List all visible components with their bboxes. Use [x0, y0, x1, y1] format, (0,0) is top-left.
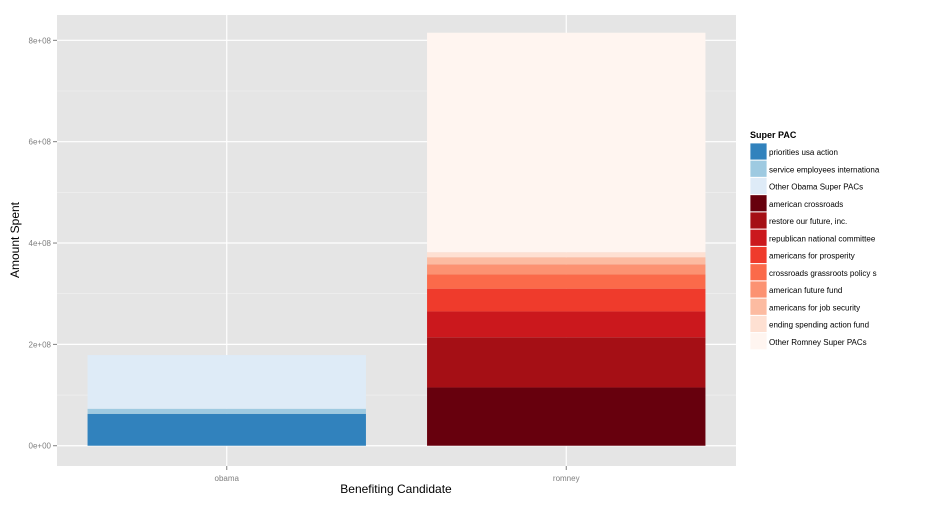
bar-segment	[427, 252, 706, 258]
y-tick-label: 2e+08	[29, 340, 52, 349]
bar-segment	[87, 413, 366, 446]
legend-key	[749, 280, 768, 299]
legend-label: republican national committee	[769, 234, 876, 243]
legend-label: american future fund	[769, 286, 842, 295]
legend-label: Other Romney Super PACs	[769, 338, 867, 347]
bar-segment	[87, 408, 366, 414]
legend-key	[749, 159, 768, 178]
legend-label: Other Obama Super PACs	[769, 183, 863, 192]
legend-label: service employees internationa	[769, 165, 880, 174]
y-axis-title: Amount Spent	[8, 201, 22, 278]
bar-segment	[427, 311, 706, 338]
bar-segment	[427, 264, 706, 275]
legend-key	[749, 315, 768, 333]
legend-title: Super PAC	[750, 130, 797, 140]
bar-segment	[427, 337, 706, 388]
bars	[87, 32, 706, 446]
legend-key	[749, 228, 768, 247]
bar-segment	[427, 32, 706, 253]
legend-key	[749, 177, 768, 195]
legend-key	[749, 332, 768, 351]
legend-label: american crossroads	[769, 200, 843, 209]
legend-label: ending spending action fund	[769, 321, 869, 330]
legend-key	[749, 297, 768, 316]
legend-label: americans for job security	[769, 303, 860, 312]
bar-segment	[427, 288, 706, 312]
bar-segment	[427, 257, 706, 265]
legend-label: americans for prosperity	[769, 252, 855, 261]
y-tick-label: 8e+08	[29, 36, 52, 45]
bar-segment	[427, 387, 706, 446]
legend-key	[749, 142, 768, 161]
x-tick-label: obama	[215, 474, 240, 483]
x-axis: obama romney	[215, 466, 580, 483]
legend-label: restore our future, inc.	[769, 217, 847, 226]
legend-label: priorities usa action	[769, 148, 838, 157]
x-tick-label: romney	[553, 474, 580, 483]
x-axis-title: Benefiting Candidate	[340, 482, 452, 496]
legend: Super PAC priorities usa action service e…	[749, 130, 880, 351]
bar-segment	[87, 355, 366, 409]
legend-label: crossroads grassroots policy s	[769, 269, 877, 278]
legend-key	[749, 246, 768, 264]
y-tick-label: 6e+08	[29, 138, 52, 147]
y-axis: 0e+00 2e+08 4e+08 6e+08 8e+08	[29, 36, 57, 451]
legend-key	[749, 211, 768, 230]
legend-key	[749, 263, 768, 282]
y-tick-label: 0e+00	[29, 442, 52, 451]
y-tick-label: 4e+08	[29, 239, 52, 248]
bar-segment	[427, 274, 706, 289]
legend-key	[749, 194, 768, 213]
